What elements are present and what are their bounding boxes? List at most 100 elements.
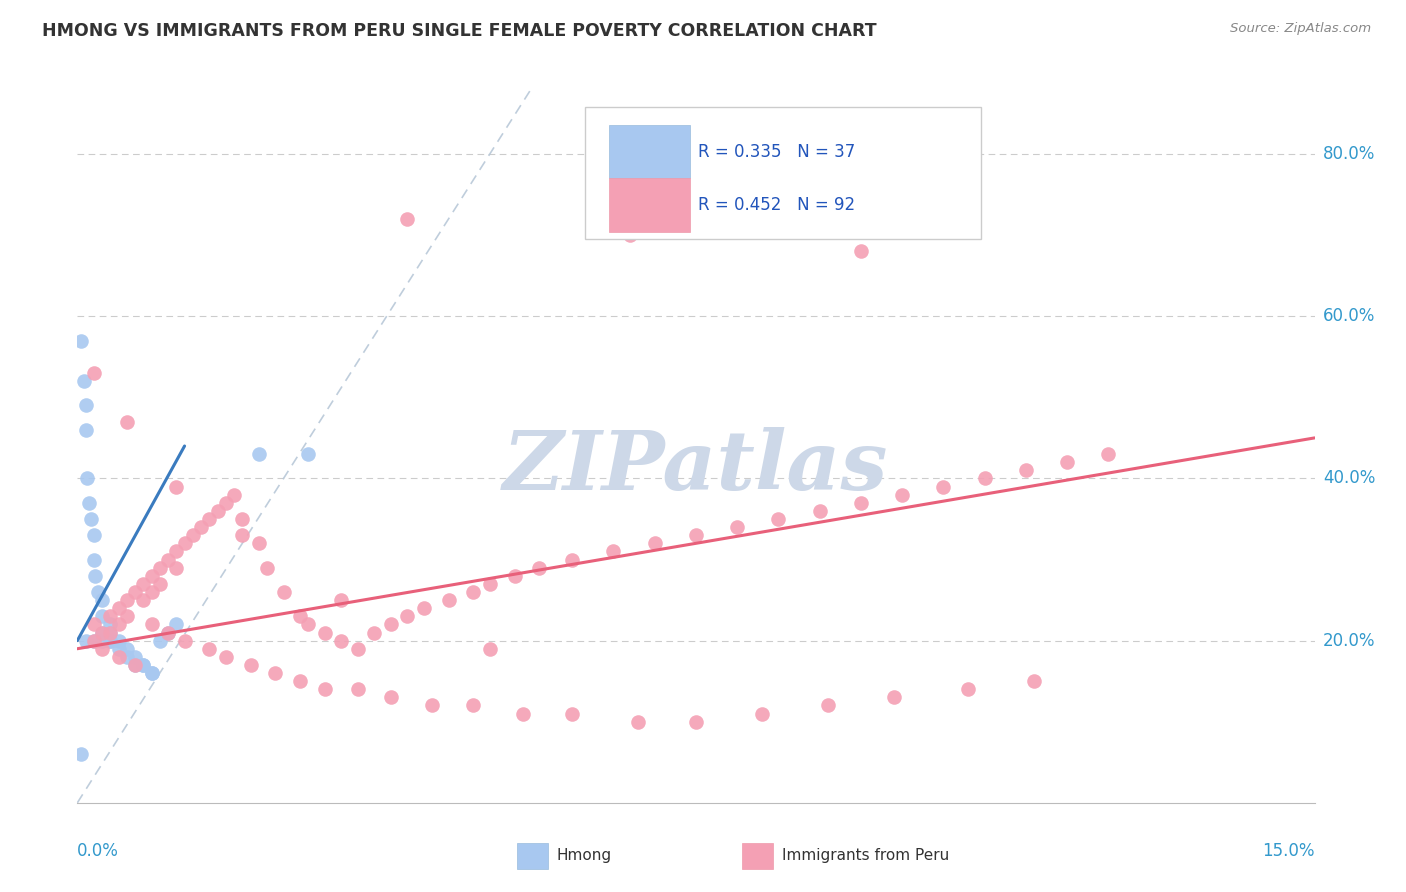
Point [124,657,146,672]
Point [115,593,138,607]
Point [157,625,180,640]
Point [75,399,97,413]
Point [380,690,402,705]
Point [273,585,295,599]
Point [115,641,138,656]
Point [83,633,105,648]
Point [173,633,195,648]
Text: R = 0.452   N = 92: R = 0.452 N = 92 [699,196,856,214]
Point [330,633,353,648]
Point [76,471,98,485]
Point [264,666,287,681]
Point [396,609,419,624]
Point [973,471,995,485]
FancyBboxPatch shape [609,178,690,232]
Point [165,560,187,574]
Point [190,520,212,534]
Point [149,633,172,648]
Point [602,544,624,558]
Point [463,585,485,599]
Point [380,617,402,632]
Point [619,228,641,243]
Point [512,706,534,721]
Point [132,657,155,672]
Point [207,504,229,518]
Point [69,334,91,348]
Y-axis label: Single Female Poverty: Single Female Poverty [0,361,7,531]
Point [314,625,336,640]
Point [141,585,163,599]
Point [141,666,163,681]
Point [1097,447,1119,461]
Point [256,560,278,574]
Point [685,714,707,729]
Point [198,512,221,526]
Point [132,577,155,591]
Point [231,512,253,526]
Point [70,747,93,761]
Point [79,512,101,526]
Point [346,682,368,697]
Point [891,488,914,502]
Point [98,625,121,640]
Point [91,625,114,640]
Point [627,714,650,729]
Point [561,706,583,721]
Point [107,601,129,615]
FancyBboxPatch shape [609,125,690,178]
Point [768,512,790,526]
Point [330,593,353,607]
Point [247,536,270,550]
Point [75,633,97,648]
Text: 15.0%: 15.0% [1263,842,1315,860]
Point [115,609,138,624]
Point [561,552,583,566]
Point [141,568,163,582]
FancyBboxPatch shape [585,107,980,239]
Point [107,649,129,664]
Point [412,601,434,615]
Point [231,528,253,542]
Point [288,674,311,689]
Point [1015,463,1038,477]
Point [98,633,121,648]
Point [173,536,195,550]
Point [725,520,748,534]
Point [91,593,114,607]
Point [115,649,138,664]
Point [98,625,121,640]
Point [165,544,187,558]
Point [124,649,146,664]
Point [503,568,526,582]
Point [808,504,831,518]
Point [529,560,551,574]
Point [83,552,105,566]
Point [132,657,155,672]
Point [87,585,110,599]
Text: ZIPatlas: ZIPatlas [503,427,889,508]
Point [288,609,311,624]
Point [124,657,146,672]
Point [84,568,107,582]
Text: 0.0%: 0.0% [77,842,120,860]
Point [817,698,839,713]
Point [215,649,238,664]
Point [215,496,238,510]
Point [198,641,221,656]
Point [239,657,262,672]
Point [346,641,368,656]
Text: Immigrants from Peru: Immigrants from Peru [782,848,949,863]
Point [644,536,666,550]
Point [98,617,121,632]
Point [849,244,872,259]
Point [420,698,443,713]
Point [181,528,204,542]
Point [98,633,121,648]
Point [75,423,97,437]
Text: Hmong: Hmong [557,848,612,863]
Point [83,366,105,380]
Point [132,593,155,607]
Point [165,479,187,493]
Point [157,625,180,640]
Point [83,633,105,648]
